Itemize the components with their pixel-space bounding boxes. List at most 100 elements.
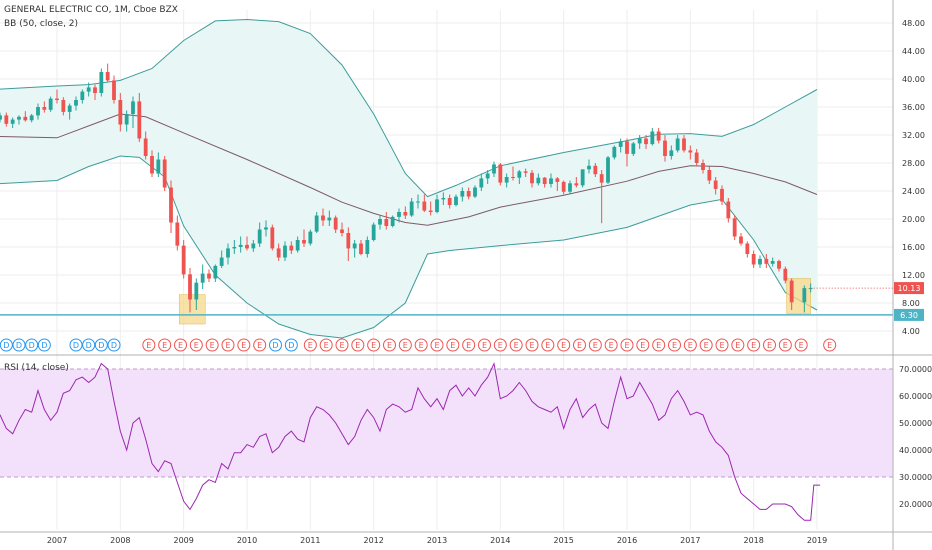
event-marker-label: D [272, 341, 278, 350]
candle-body [707, 170, 712, 181]
earnings-marker[interactable]: E [221, 338, 235, 352]
event-marker-label: D [73, 341, 79, 350]
earnings-marker[interactable]: E [823, 338, 837, 352]
event-marker-label: E [498, 341, 503, 350]
earnings-marker[interactable]: E [778, 338, 792, 352]
earnings-marker[interactable]: E [620, 338, 634, 352]
earnings-marker[interactable]: E [351, 338, 365, 352]
event-marker-label: E [146, 341, 151, 350]
x-tick-label: 2018 [743, 536, 763, 545]
earnings-marker[interactable]: E [652, 338, 666, 352]
earnings-marker[interactable]: E [794, 338, 808, 352]
candle-body [460, 191, 465, 197]
earnings-marker[interactable]: E [541, 338, 555, 352]
earnings-marker[interactable]: E [335, 338, 349, 352]
earnings-marker[interactable]: E [588, 338, 602, 352]
earnings-marker[interactable]: E [493, 338, 507, 352]
event-marker-circle [620, 338, 634, 352]
earnings-marker[interactable]: E [604, 338, 618, 352]
event-marker-circle [541, 338, 555, 352]
earnings-marker[interactable]: E [319, 338, 333, 352]
candle-body [808, 288, 813, 290]
earnings-marker[interactable]: E [189, 338, 203, 352]
event-marker-circle [525, 338, 539, 352]
earnings-marker[interactable]: E [383, 338, 396, 352]
earnings-marker[interactable]: E [509, 338, 523, 352]
dividend-marker[interactable]: D [0, 338, 13, 352]
support-layer: 6.30 10.13 [0, 282, 924, 321]
event-marker-label: D [288, 341, 294, 350]
earnings-marker[interactable]: E [747, 338, 761, 352]
candle-body [720, 188, 724, 202]
earnings-marker[interactable]: E [478, 338, 491, 352]
event-marker-circle [303, 338, 317, 352]
earnings-marker[interactable]: E [414, 338, 428, 352]
event-marker-label: E [257, 341, 262, 350]
candle-body [232, 247, 237, 249]
event-marker-label: D [41, 341, 47, 350]
earnings-marker[interactable]: E [430, 338, 444, 352]
candle-body [713, 180, 718, 189]
earnings-marker[interactable]: E [237, 338, 251, 352]
earnings-marker[interactable]: E [158, 338, 172, 352]
event-marker-circle [823, 338, 837, 352]
rsi-tick-label: 30.0000 [899, 473, 932, 482]
event-marker-circle [778, 338, 792, 352]
earnings-marker[interactable]: E [525, 338, 539, 352]
candle-body [726, 201, 731, 219]
earnings-marker[interactable]: E [763, 338, 776, 352]
price-tick-label: 20.00 [902, 215, 925, 224]
candle-body [4, 115, 9, 124]
earnings-marker[interactable]: E [398, 338, 412, 352]
earnings-marker[interactable]: E [462, 338, 476, 352]
event-marker-label: E [466, 341, 471, 350]
dividend-marker[interactable]: D [94, 338, 108, 352]
earnings-marker[interactable]: E [446, 338, 460, 352]
dividend-marker[interactable]: D [12, 338, 26, 352]
dividend-marker[interactable]: D [284, 338, 298, 352]
event-marker-label: E [577, 341, 582, 350]
earnings-marker[interactable]: E [205, 338, 219, 352]
candle-body [644, 138, 648, 145]
candle-body [447, 198, 452, 205]
price-tick-label: 40.00 [902, 75, 925, 84]
dividend-marker[interactable]: D [269, 338, 282, 352]
candle-body [485, 173, 490, 179]
earnings-marker[interactable]: E [367, 338, 381, 352]
earnings-marker[interactable]: E [573, 338, 586, 352]
dividend-marker[interactable]: D [25, 338, 39, 352]
candle-body [131, 101, 135, 114]
event-marker-circle [715, 338, 729, 352]
earnings-marker[interactable]: E [557, 338, 571, 352]
candle-body [764, 258, 769, 264]
candle-body [327, 217, 332, 221]
earnings-marker[interactable]: E [683, 338, 697, 352]
dividend-marker[interactable]: D [107, 338, 121, 352]
candle-body [789, 280, 794, 303]
candle-body [441, 198, 446, 200]
dividend-marker[interactable]: D [37, 338, 51, 352]
earnings-marker[interactable]: E [174, 338, 187, 352]
candle-body [612, 146, 617, 158]
candle-body [365, 240, 370, 254]
dividend-marker[interactable]: D [82, 338, 96, 352]
earnings-marker[interactable]: E [715, 338, 729, 352]
earnings-marker[interactable]: E [303, 338, 317, 352]
dividend-marker[interactable]: D [69, 338, 83, 352]
earnings-marker[interactable]: E [636, 338, 650, 352]
candle-body [732, 218, 737, 237]
earnings-marker[interactable]: E [142, 338, 156, 352]
earnings-marker[interactable]: E [668, 338, 681, 352]
event-marker-circle [253, 338, 267, 352]
earnings-marker[interactable]: E [731, 338, 745, 352]
candle-body [162, 159, 167, 188]
event-marker-circle [142, 338, 156, 352]
earnings-marker[interactable]: E [253, 338, 267, 352]
candle-body [542, 177, 547, 184]
event-marker-label: E [241, 341, 246, 350]
rsi-legend: RSI (14, close) [4, 363, 69, 373]
earnings-marker[interactable]: E [699, 338, 713, 352]
candle-body [650, 131, 655, 145]
